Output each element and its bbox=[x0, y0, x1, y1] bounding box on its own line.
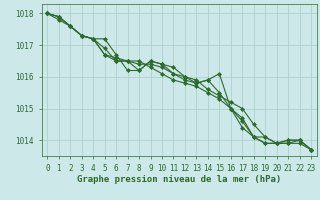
X-axis label: Graphe pression niveau de la mer (hPa): Graphe pression niveau de la mer (hPa) bbox=[77, 175, 281, 184]
